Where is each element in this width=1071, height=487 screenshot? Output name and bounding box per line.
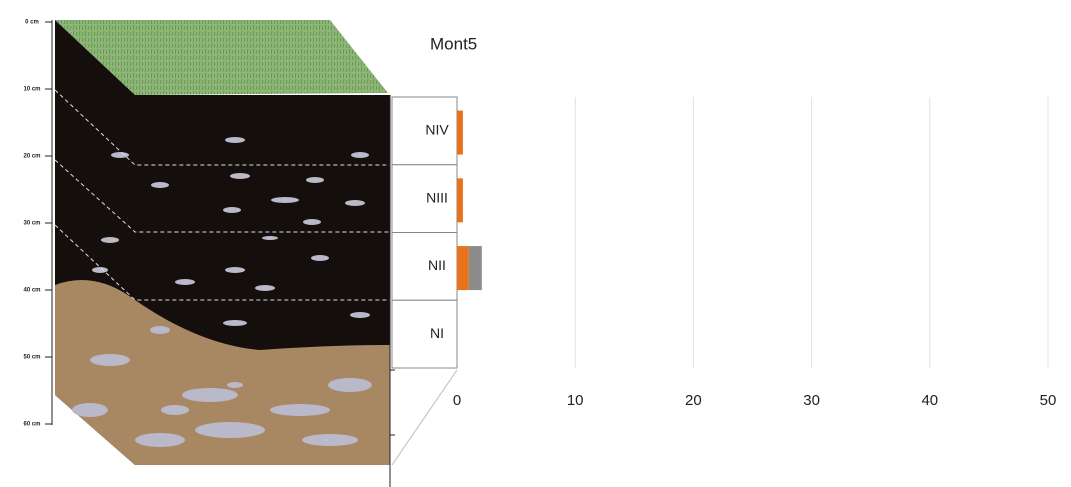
depth-label: 50 cm	[23, 355, 40, 361]
chart-title: Mont5	[430, 34, 477, 53]
y-tick-label: NII	[428, 257, 446, 273]
y-tick-label: NI	[430, 325, 444, 341]
depth-label: 30 cm	[23, 221, 40, 227]
depth-label: 60 cm	[23, 422, 40, 428]
category-box	[391, 299, 458, 369]
x-tick-label: 30	[803, 392, 820, 409]
stones	[72, 137, 372, 447]
x-tick-label: 40	[921, 392, 938, 409]
x-tick-label: 20	[685, 392, 702, 409]
x-tick-label: 10	[567, 392, 584, 409]
y-tick-label: NIII	[426, 189, 448, 205]
bar	[457, 178, 463, 223]
depth-label: 0 cm	[25, 20, 39, 26]
depth-label: 20 cm	[23, 154, 40, 160]
bar	[468, 246, 482, 291]
depth-label: 40 cm	[23, 288, 40, 294]
x-tick-label: 50	[1040, 392, 1057, 409]
perspective-line	[391, 369, 458, 466]
depth-scale: 0 cm 10 cm 20 cm 30 cm 40 cm 50 cm 60 cm	[23, 20, 52, 428]
bar	[457, 246, 469, 291]
bar	[457, 110, 463, 155]
depth-label: 10 cm	[23, 87, 40, 93]
y-tick-label: NIV	[425, 122, 449, 138]
grass-top	[55, 20, 388, 95]
category-box	[391, 232, 458, 301]
soil-illustration	[51, 20, 458, 487]
horizon-lines	[54, 89, 390, 301]
x-tick-label: 0	[453, 392, 461, 409]
subsoil	[55, 280, 390, 465]
chart: 0 10 20 30 40 50 NIV NIII NII NI	[391, 96, 1057, 409]
category-box	[391, 164, 458, 233]
category-box	[391, 96, 458, 166]
